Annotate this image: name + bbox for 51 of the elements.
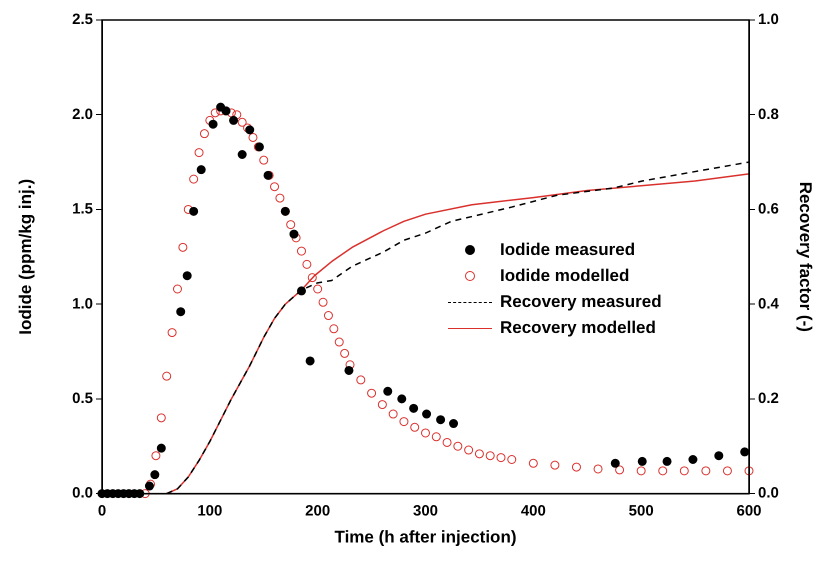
point [296, 286, 306, 296]
y2-tick-label: 1.0 [758, 11, 779, 28]
point [208, 120, 218, 129]
point [182, 271, 192, 280]
point [176, 307, 186, 316]
point [189, 206, 198, 216]
y2-tick-label: 0.0 [758, 484, 779, 502]
point [688, 455, 698, 464]
x-tick-label: 100 [197, 502, 222, 520]
y-tick-label: 2.0 [72, 106, 93, 123]
point [229, 116, 238, 125]
point [344, 366, 354, 375]
y-tick-label: 0.0 [72, 484, 93, 502]
y-tick-label: 1.5 [72, 200, 93, 218]
x-tick-label: 300 [412, 502, 438, 520]
point [289, 230, 298, 239]
x-axis-title: Time (h after injection) [334, 527, 516, 546]
legend-label: Iodide modelled [500, 266, 630, 286]
y2-tick-label: 0.4 [758, 295, 780, 312]
point [150, 470, 160, 480]
x-tick-label: 600 [736, 502, 762, 520]
legend-label: Recovery modelled [500, 318, 656, 338]
legend-label: Iodide measured [500, 240, 636, 260]
point [638, 456, 647, 466]
x-tick-label: 0 [98, 502, 106, 520]
x-tick-label: 200 [305, 502, 330, 520]
point [383, 386, 392, 396]
y-tick-label: 2.5 [72, 11, 93, 28]
point [306, 356, 315, 366]
point [196, 165, 206, 174]
point [409, 404, 418, 413]
point [662, 456, 672, 466]
x-tick-label: 400 [520, 502, 546, 520]
y2-axis-title: Recovery factor (-) [796, 182, 816, 332]
point [156, 444, 166, 453]
y-axis-title: Iodide (ppm/kg inj.) [16, 178, 35, 335]
point [740, 447, 750, 456]
x-tick-label: 500 [628, 502, 654, 520]
point [397, 394, 406, 404]
y2-tick-label: 0.2 [758, 390, 779, 408]
point [610, 458, 620, 468]
point [714, 451, 724, 460]
point [422, 410, 432, 419]
y-tick-label: 0.5 [72, 390, 93, 408]
point [436, 415, 446, 424]
point [238, 150, 247, 160]
y2-tick-label: 0.6 [758, 200, 779, 218]
point [449, 419, 458, 428]
y-tick-label: 1.0 [72, 295, 93, 312]
y2-tick-label: 0.8 [758, 106, 779, 123]
legend-label: Recovery measured [500, 292, 662, 312]
